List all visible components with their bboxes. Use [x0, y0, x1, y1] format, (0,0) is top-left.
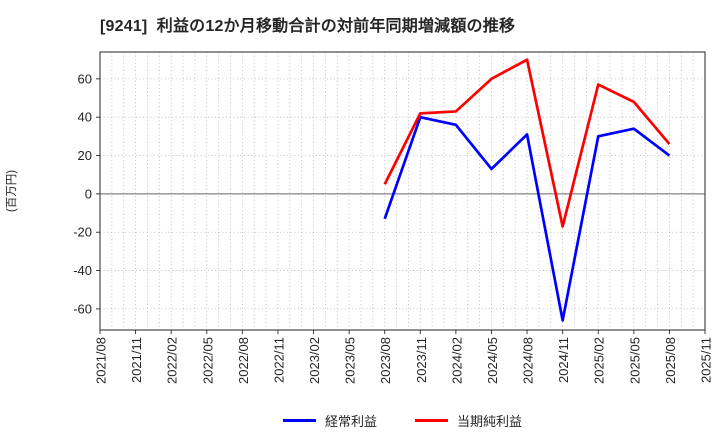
y-tick-label: -60: [73, 301, 92, 316]
x-tick-label: 2022/11: [271, 337, 286, 383]
x-tick-label: 2022/02: [165, 337, 180, 384]
gridlines: [99, 52, 706, 330]
legend-label-ordinary-profit: 経常利益: [324, 414, 377, 429]
x-tick-label: 2023/02: [307, 337, 322, 384]
x-tick-label: 2025/11: [699, 337, 714, 383]
legend-line-blue: [282, 419, 316, 422]
x-tick-label: 2025/08: [663, 337, 678, 384]
y-tick-label: -20: [73, 225, 92, 240]
x-tick-label: 2025/02: [592, 337, 607, 384]
x-tick-label: 2021/11: [129, 337, 144, 383]
legend-item-ordinary-profit: 経常利益: [282, 411, 377, 430]
legend: 経常利益 当期純利益: [100, 411, 705, 430]
legend-label-net-income: 当期純利益: [457, 414, 523, 429]
x-tick-label: 2025/05: [627, 337, 642, 384]
y-tick-label: 40: [78, 110, 92, 125]
x-tick-label: 2024/11: [556, 337, 571, 383]
y-tick-label: -40: [73, 263, 92, 278]
y-tick-label: 60: [78, 71, 92, 86]
x-tick-label: 2023/05: [343, 337, 358, 384]
x-tick-label: 2024/08: [521, 337, 536, 384]
y-axis-ticks: -60 -40 -20 0 20 40 60: [73, 71, 100, 316]
x-tick-label: 2022/08: [236, 337, 251, 384]
series-line-ordinary-profit: [383, 115, 671, 322]
x-axis-ticks: 2021/08 2021/11 2022/02 2022/05 2022/08 2022/…: [94, 330, 714, 384]
plot-border: [99, 51, 706, 331]
legend-item-net-income: 当期純利益: [415, 411, 522, 430]
x-tick-label: 2023/08: [378, 337, 393, 384]
series-line-net-income: [383, 58, 671, 228]
x-tick-label: 2021/08: [94, 337, 109, 384]
x-tick-label: 2024/02: [449, 337, 464, 384]
legend-line-red: [415, 419, 448, 422]
y-tick-label: 20: [78, 148, 92, 163]
x-tick-label: 2024/05: [485, 337, 500, 384]
x-tick-label: 2022/05: [200, 337, 215, 384]
x-tick-label: 2023/11: [414, 337, 429, 383]
y-tick-label: 0: [85, 186, 92, 201]
chart-title: [9241] 利益の12か月移動合計の対前年同期増減額の推移: [100, 18, 516, 35]
